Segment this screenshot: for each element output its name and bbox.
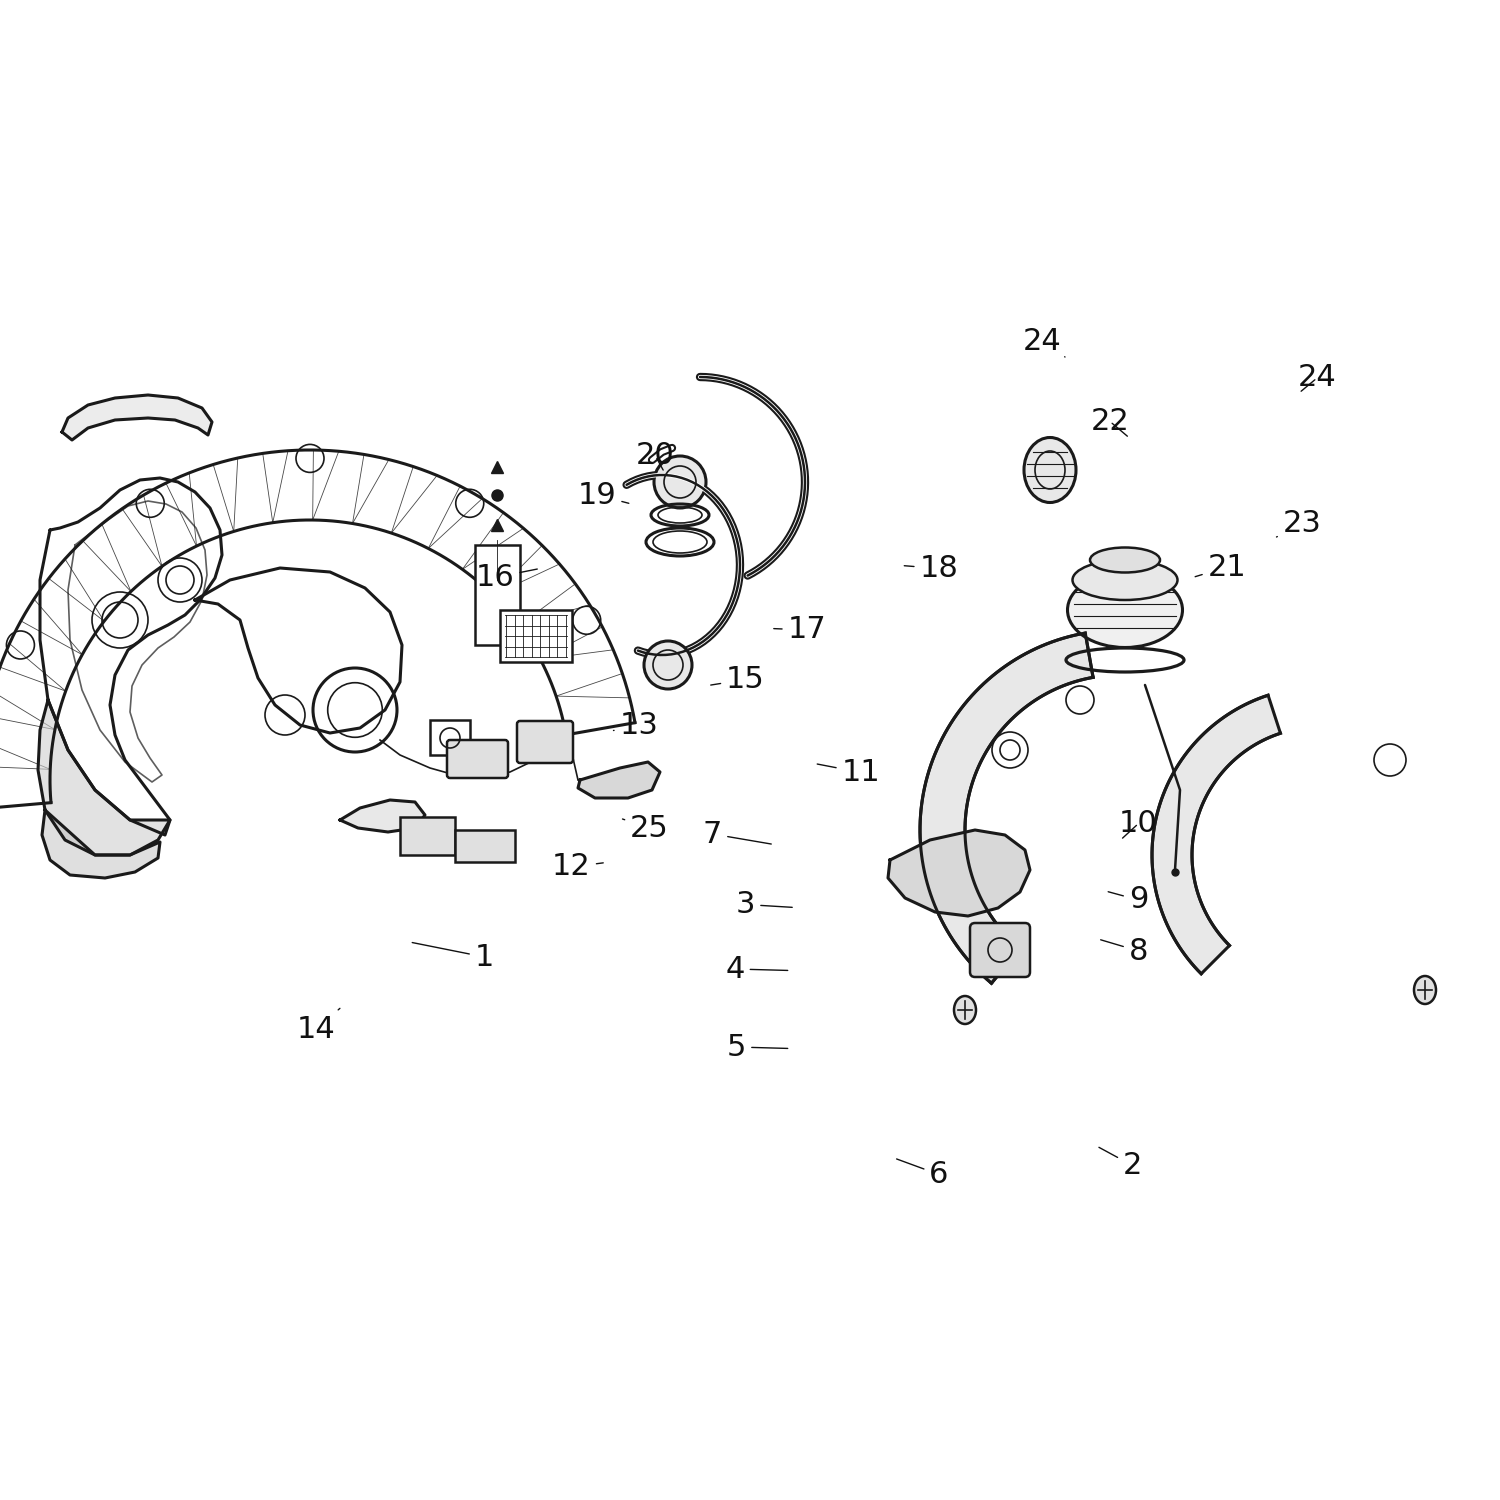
Bar — [476, 544, 520, 645]
Text: 17: 17 — [774, 615, 826, 645]
Text: 16: 16 — [476, 562, 537, 592]
Text: 24: 24 — [1298, 363, 1336, 393]
Bar — [400, 818, 454, 855]
Text: 12: 12 — [552, 852, 603, 882]
Text: 21: 21 — [1196, 552, 1246, 582]
Text: 22: 22 — [1090, 406, 1130, 436]
Text: 6: 6 — [897, 1160, 948, 1190]
Polygon shape — [38, 700, 170, 855]
Ellipse shape — [954, 996, 976, 1024]
Ellipse shape — [1024, 438, 1075, 503]
Polygon shape — [62, 394, 211, 439]
Polygon shape — [1152, 694, 1281, 974]
Text: 5: 5 — [728, 1032, 788, 1062]
Ellipse shape — [654, 456, 706, 509]
Ellipse shape — [1090, 548, 1160, 573]
Bar — [430, 720, 470, 754]
Text: 20: 20 — [636, 441, 675, 471]
Text: 2: 2 — [1100, 1148, 1142, 1180]
Text: 23: 23 — [1276, 509, 1322, 538]
Text: 9: 9 — [1108, 885, 1148, 915]
Ellipse shape — [1068, 573, 1182, 648]
Text: 11: 11 — [818, 758, 880, 788]
Polygon shape — [578, 762, 660, 798]
Text: 8: 8 — [1101, 936, 1149, 966]
FancyBboxPatch shape — [970, 922, 1030, 976]
Text: 19: 19 — [578, 480, 628, 510]
Text: 25: 25 — [622, 813, 669, 843]
Text: 1: 1 — [413, 942, 494, 972]
Polygon shape — [920, 633, 1094, 982]
Text: 15: 15 — [711, 664, 765, 694]
Bar — [500, 610, 572, 662]
Text: 24: 24 — [1023, 327, 1065, 357]
FancyBboxPatch shape — [518, 722, 573, 764]
Ellipse shape — [644, 640, 692, 688]
Bar — [454, 830, 514, 862]
Text: 3: 3 — [735, 890, 792, 920]
Ellipse shape — [1072, 560, 1178, 600]
Text: 10: 10 — [1119, 808, 1158, 838]
Ellipse shape — [1414, 976, 1436, 1004]
Polygon shape — [340, 800, 424, 832]
FancyBboxPatch shape — [447, 740, 509, 778]
Text: 13: 13 — [614, 711, 658, 741]
Text: 7: 7 — [704, 819, 771, 849]
Text: 14: 14 — [297, 1008, 340, 1044]
Text: 18: 18 — [904, 554, 958, 584]
Text: 4: 4 — [726, 954, 788, 984]
Polygon shape — [42, 810, 160, 877]
Polygon shape — [888, 830, 1030, 916]
